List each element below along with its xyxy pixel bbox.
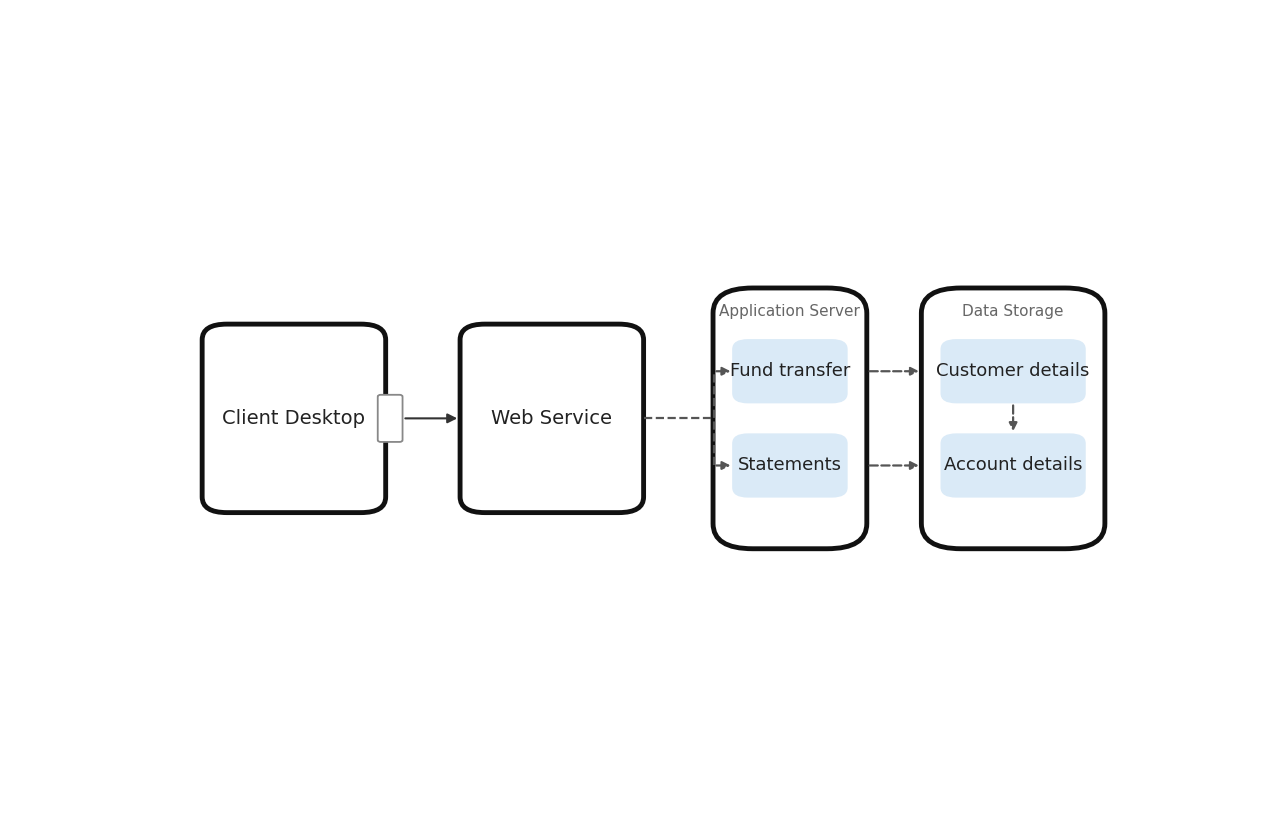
Text: Client Desktop: Client Desktop — [223, 409, 365, 428]
FancyBboxPatch shape — [460, 324, 644, 512]
Text: Application Server: Application Server — [719, 304, 860, 319]
Text: Data Storage: Data Storage — [963, 304, 1064, 319]
Text: Statements: Statements — [737, 456, 842, 474]
FancyBboxPatch shape — [202, 324, 385, 512]
FancyBboxPatch shape — [733, 434, 847, 497]
FancyBboxPatch shape — [713, 288, 867, 548]
Text: Web Service: Web Service — [492, 409, 612, 428]
Text: Customer details: Customer details — [937, 362, 1089, 380]
FancyBboxPatch shape — [733, 339, 847, 402]
FancyBboxPatch shape — [941, 434, 1085, 497]
FancyBboxPatch shape — [922, 288, 1105, 548]
FancyBboxPatch shape — [941, 339, 1085, 402]
Text: Fund transfer: Fund transfer — [730, 362, 850, 380]
Text: Account details: Account details — [943, 456, 1083, 474]
FancyBboxPatch shape — [378, 395, 402, 442]
